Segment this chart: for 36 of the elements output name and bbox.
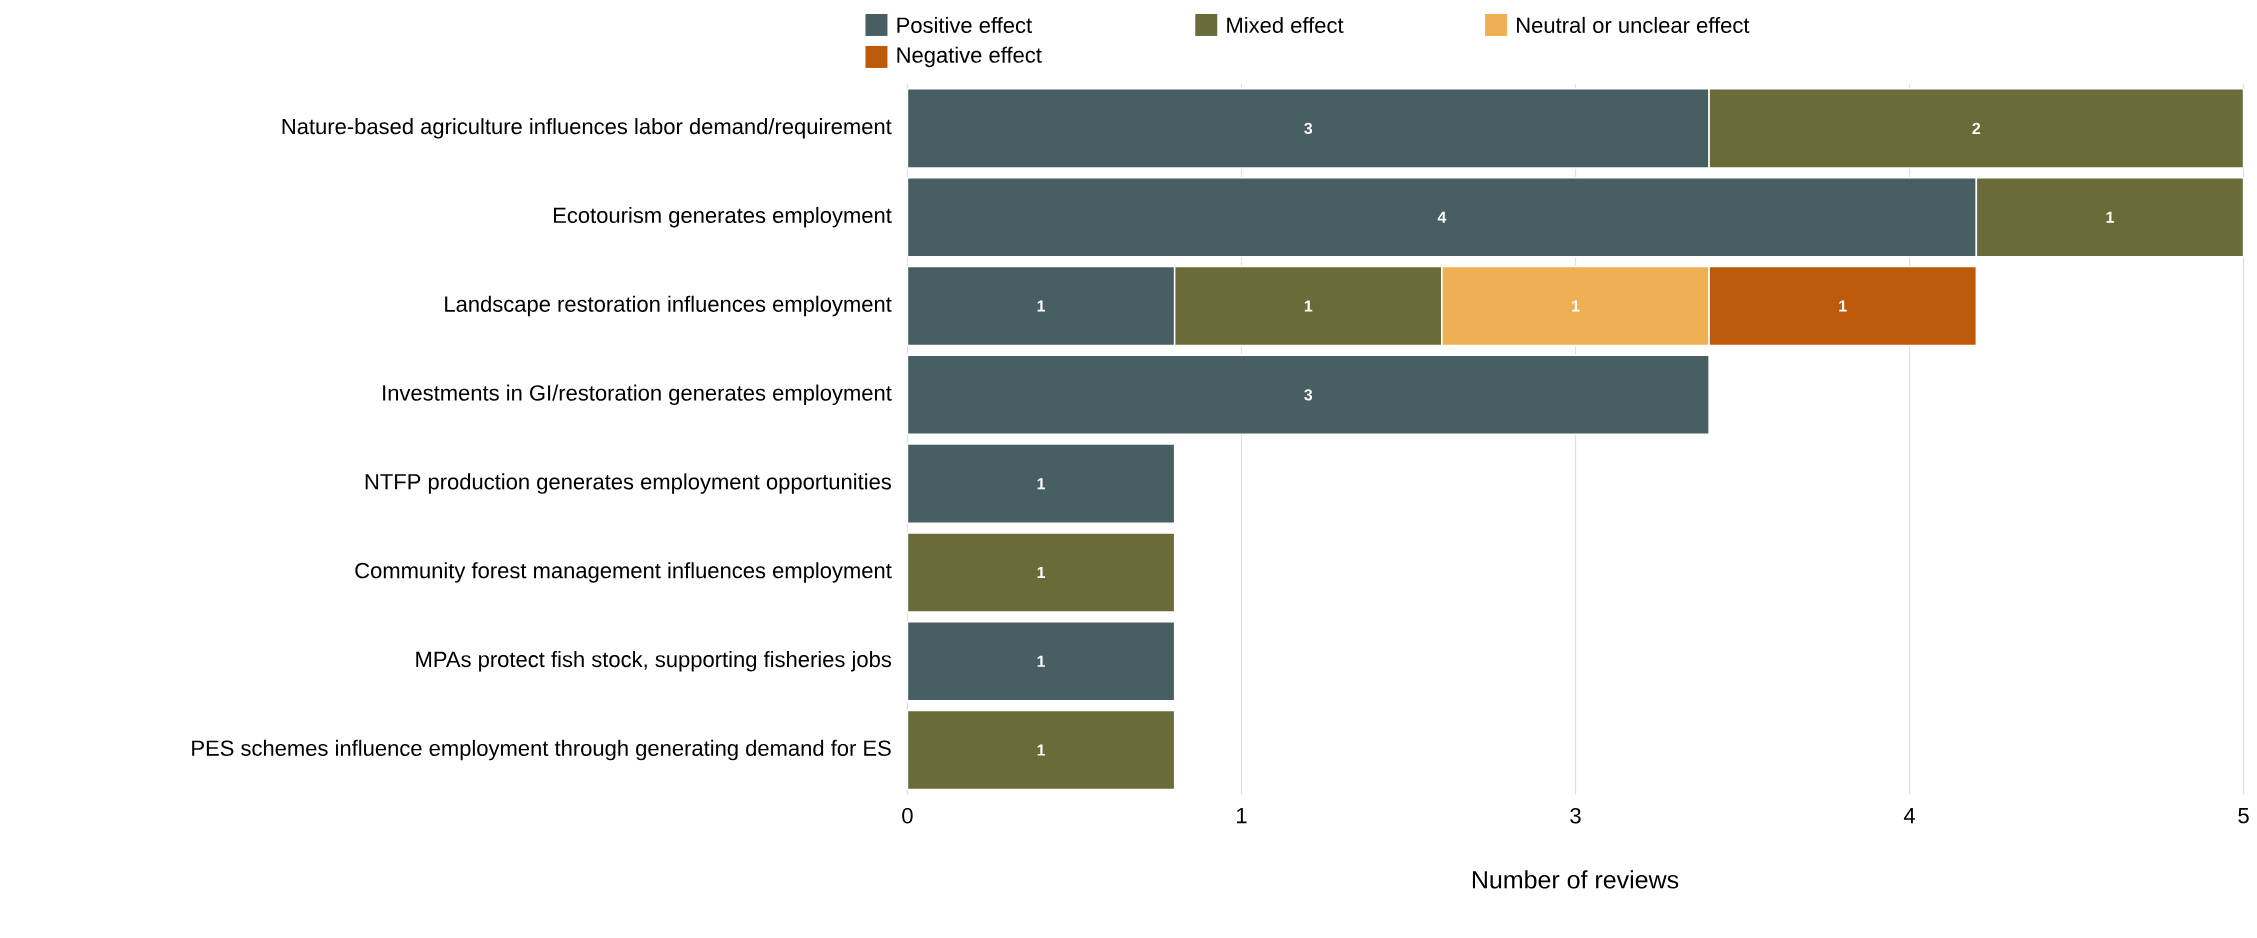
- x-tick-label: 3: [1570, 807, 1581, 824]
- data-label: 2: [1972, 122, 1981, 134]
- x-tick-label: 5: [2238, 807, 2249, 824]
- legend-label: Negative effect: [897, 46, 1042, 68]
- y-tick-label: Ecotourism generates employment: [553, 206, 892, 228]
- data-label: 1: [1037, 655, 1046, 667]
- x-tick-label: 0: [902, 807, 913, 824]
- data-label: 1: [1037, 566, 1046, 578]
- data-label: 1: [1037, 744, 1046, 756]
- data-label: 3: [1304, 388, 1313, 401]
- bar: [906, 354, 1710, 435]
- y-tick-label: MPAs protect fish stock, supporting fisheries jobs: [416, 650, 892, 672]
- data-label: 3: [1304, 122, 1313, 134]
- x-axis-title: Number of reviews: [1472, 870, 1679, 889]
- x-tick-label: 4: [1903, 807, 1915, 823]
- legend-label: Positive effect: [897, 16, 1032, 33]
- y-tick-label: Landscape restoration influences employment: [445, 295, 892, 317]
- y-tick-label: Community forest management influences employment: [355, 562, 892, 583]
- data-label: 1: [2106, 211, 2114, 223]
- data-label: 1: [1037, 300, 1046, 312]
- legend-label: Neutral or unclear effect: [1517, 16, 1750, 33]
- y-tick-label: Nature-based agriculture influences labor demand/requirement: [282, 117, 892, 139]
- data-label: 1: [1304, 300, 1313, 312]
- y-tick-label: PES schemes influence employment through generating demand for ES: [192, 739, 891, 761]
- data-label: 1: [1037, 477, 1046, 489]
- data-label: 1: [1839, 300, 1847, 312]
- bar: [906, 531, 1176, 613]
- data-label: 1: [1572, 300, 1580, 312]
- data-label: 4: [1437, 211, 1447, 223]
- bar: [906, 443, 1176, 524]
- bar: [906, 709, 1176, 791]
- x-tick-label: 1: [1237, 807, 1247, 823]
- bar: [906, 620, 1176, 702]
- y-tick-label: Investments in GI/restoration generates employment: [383, 384, 892, 405]
- legend-label: Mixed effect: [1227, 16, 1344, 33]
- y-tick-label: NTFP production generates employment opportunities: [365, 473, 892, 494]
